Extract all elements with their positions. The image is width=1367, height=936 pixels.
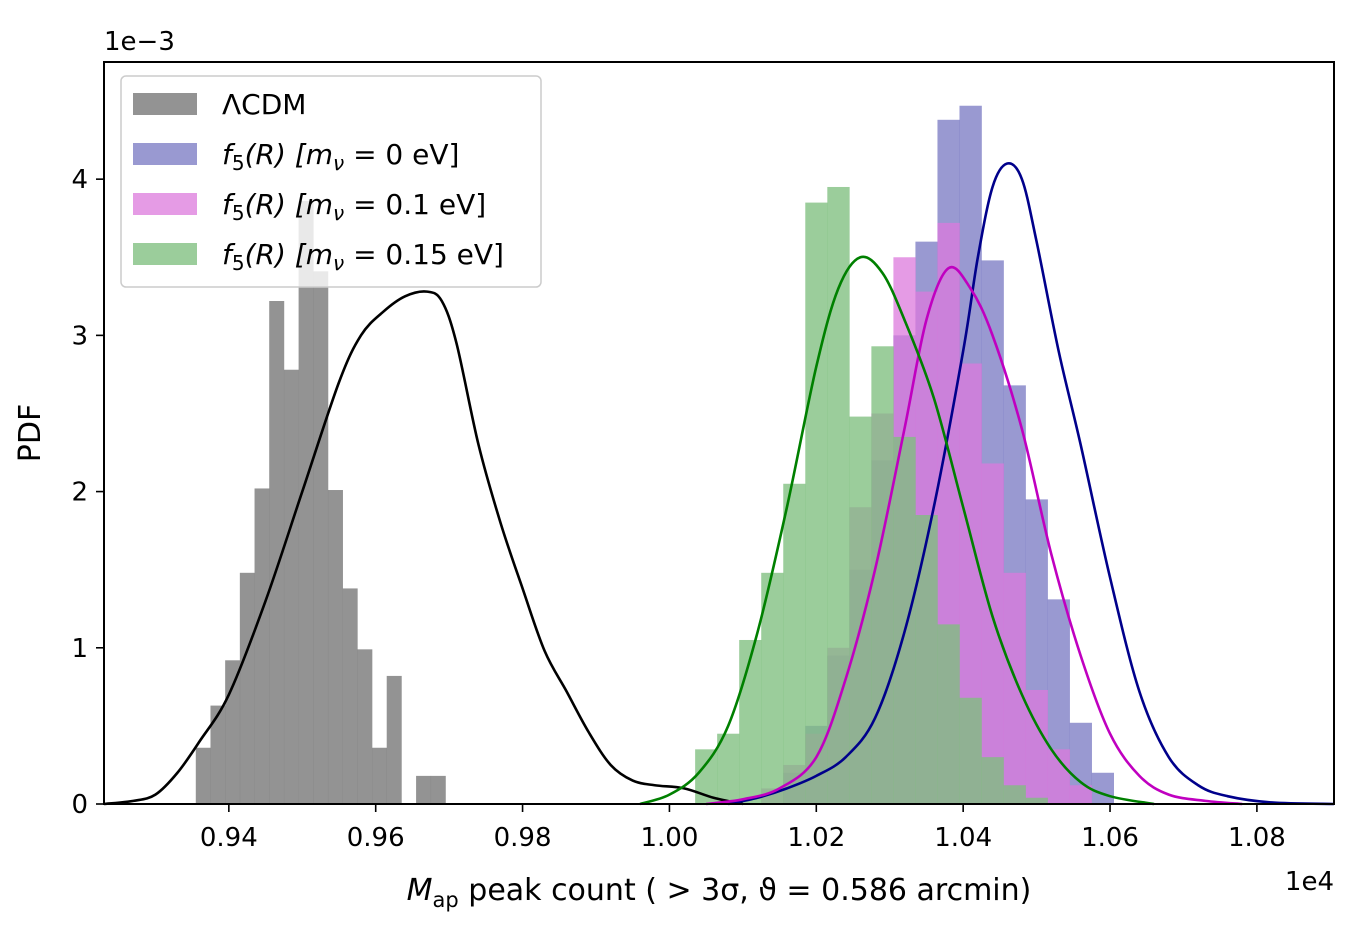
hist-bar: [416, 775, 432, 804]
hist-bar: [739, 639, 762, 804]
x-axis-label: Map peak count ( > 3σ, ϑ = 0.586 arcmin): [407, 873, 1032, 912]
hist-bar: [717, 733, 740, 804]
x-tick-label: 1.02: [787, 823, 845, 853]
hist-bar: [1069, 722, 1092, 804]
y-axis-ticks: 0 1 2 3 4: [71, 165, 104, 820]
hist-bar: [871, 346, 894, 804]
hist-bar: [1025, 689, 1048, 804]
x-tick-label: 1.08: [1228, 823, 1286, 853]
hist-bar: [1003, 572, 1026, 804]
hist-bar: [959, 363, 982, 804]
hist-bar: [342, 588, 358, 804]
legend-nu: ν: [333, 201, 344, 225]
legend-entries: ΛCDM f5(R) [mν = 0 eV] f5(R) [mν = 0.1 eV]…: [133, 88, 504, 275]
legend-text: (R) [m: [245, 238, 333, 271]
hist-bar: [1091, 772, 1114, 804]
legend-entry-1: f5(R) [mν = 0 eV]: [133, 138, 459, 175]
x-axis-label-sub: ap: [433, 888, 459, 912]
y-tick-label: 2: [71, 478, 88, 508]
y-tick-label: 0: [71, 790, 88, 820]
hist-bar: [430, 775, 446, 804]
hist-bar: [313, 271, 329, 804]
hist-bar: [849, 416, 872, 804]
hist-bar: [386, 675, 402, 804]
hist-bar: [210, 705, 226, 804]
legend-text: (R) [m: [245, 188, 333, 221]
hist-bar: [1069, 785, 1092, 804]
legend-text: (R) [m: [245, 138, 333, 171]
hist-bar: [1025, 797, 1048, 804]
legend-nu: ν: [333, 151, 344, 175]
legend-nu: ν: [333, 251, 344, 275]
hist-bar: [981, 463, 1004, 804]
legend: ΛCDM f5(R) [mν = 0 eV] f5(R) [mν = 0.1 eV]…: [120, 75, 542, 288]
legend-value: = 0 eV]: [344, 138, 459, 171]
legend-subscript: 5: [232, 201, 245, 225]
y-offset-label: 1e−3: [104, 27, 175, 57]
x-offset-label: 1e4: [1285, 867, 1334, 897]
hist-bar: [1047, 749, 1070, 804]
hist-bar: [761, 572, 784, 804]
hist-bar: [805, 202, 828, 805]
hist-bar: [695, 749, 718, 804]
legend-entry-0: ΛCDM: [133, 88, 306, 121]
hist-bar: [915, 515, 938, 804]
legend-label: f5(R) [mν = 0.15 eV]: [222, 238, 504, 275]
hist-bar: [195, 747, 211, 804]
hist-bar: [959, 697, 982, 804]
legend-label: ΛCDM: [222, 88, 306, 121]
hist-bar: [937, 624, 960, 804]
legend-entry-3: f5(R) [mν = 0.15 eV]: [133, 238, 504, 275]
x-tick-label: 1.00: [640, 823, 698, 853]
x-tick-label: 0.98: [494, 823, 552, 853]
x-tick-label: 1.04: [934, 823, 992, 853]
y-axis-label: PDF: [13, 404, 48, 462]
legend-value: = 0.1 eV]: [344, 188, 486, 221]
x-axis-ticks: 0.94 0.96 0.98 1.00 1.02 1.04 1.06 1.08: [200, 804, 1286, 853]
legend-label: f5(R) [mν = 0 eV]: [222, 138, 459, 175]
legend-subscript: 5: [232, 251, 245, 275]
x-tick-label: 1.06: [1081, 823, 1139, 853]
series-0-bars: [195, 201, 446, 804]
kde-curves: [103, 162, 1335, 806]
hist-bar: [783, 483, 806, 804]
kde-curve-series-3: [639, 255, 1155, 806]
y-tick-label: 3: [71, 321, 88, 351]
hist-bar: [269, 301, 285, 804]
legend-swatch: [133, 93, 197, 115]
kde-curve-series-1: [727, 162, 1335, 806]
legend-swatch: [133, 243, 197, 265]
legend-box: [120, 75, 542, 288]
hist-bar: [239, 572, 255, 804]
legend-swatch: [133, 143, 197, 165]
hist-bar: [827, 186, 850, 805]
hist-bar: [327, 490, 343, 804]
histogram-bars: [195, 105, 1114, 805]
legend-swatch: [133, 193, 197, 215]
hist-bar: [893, 436, 916, 804]
x-tick-label: 0.96: [347, 823, 405, 853]
legend-text: ΛCDM: [222, 88, 306, 121]
hist-bar: [254, 488, 270, 804]
hist-bar: [225, 660, 241, 804]
hist-bar: [1003, 785, 1026, 804]
y-tick-label: 4: [71, 165, 88, 195]
legend-entry-2: f5(R) [mν = 0.1 eV]: [133, 188, 486, 225]
hist-bar: [298, 201, 314, 804]
kde-curve-series-2: [705, 265, 1243, 806]
legend-value: = 0.15 eV]: [344, 238, 504, 271]
hist-bar: [372, 747, 388, 804]
plot-frame: [103, 61, 1335, 805]
x-axis-label-rest: peak count ( > 3σ, ϑ = 0.586 arcmin): [459, 873, 1032, 908]
hist-bar: [357, 649, 373, 804]
x-axis-label-main: M: [407, 873, 433, 908]
legend-label: f5(R) [mν = 0.1 eV]: [222, 188, 486, 225]
hist-bar: [283, 369, 299, 804]
x-tick-label: 0.94: [200, 823, 258, 853]
kde-curve-series-0: [103, 290, 744, 806]
y-tick-label: 1: [71, 634, 88, 664]
legend-subscript: 5: [232, 151, 245, 175]
hist-bar: [981, 757, 1004, 804]
